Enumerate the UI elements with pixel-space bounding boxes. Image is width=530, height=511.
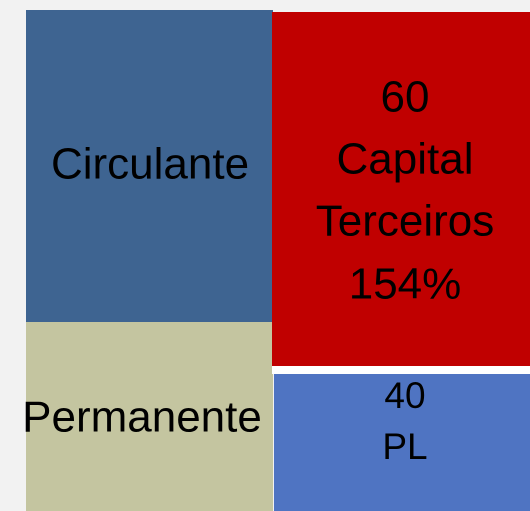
separator <box>272 366 530 374</box>
pl-label: PL <box>382 426 427 467</box>
terceiros-value: 60 <box>381 73 430 122</box>
circulante-box <box>26 10 273 322</box>
permanente-label: Permanente <box>22 393 262 442</box>
permanente-box <box>26 322 273 511</box>
terceiros-line: Terceiros <box>316 197 495 246</box>
terceiros-percent: 154% <box>349 260 462 309</box>
pl-box <box>274 374 530 511</box>
capital-terceiros-box <box>272 12 530 366</box>
circulante-label: Circulante <box>51 140 249 189</box>
terceiros-line: Capital <box>337 135 474 184</box>
pl-value: 40 <box>384 375 425 416</box>
